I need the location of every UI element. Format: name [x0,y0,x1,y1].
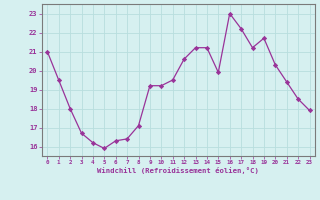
X-axis label: Windchill (Refroidissement éolien,°C): Windchill (Refroidissement éolien,°C) [98,167,259,174]
